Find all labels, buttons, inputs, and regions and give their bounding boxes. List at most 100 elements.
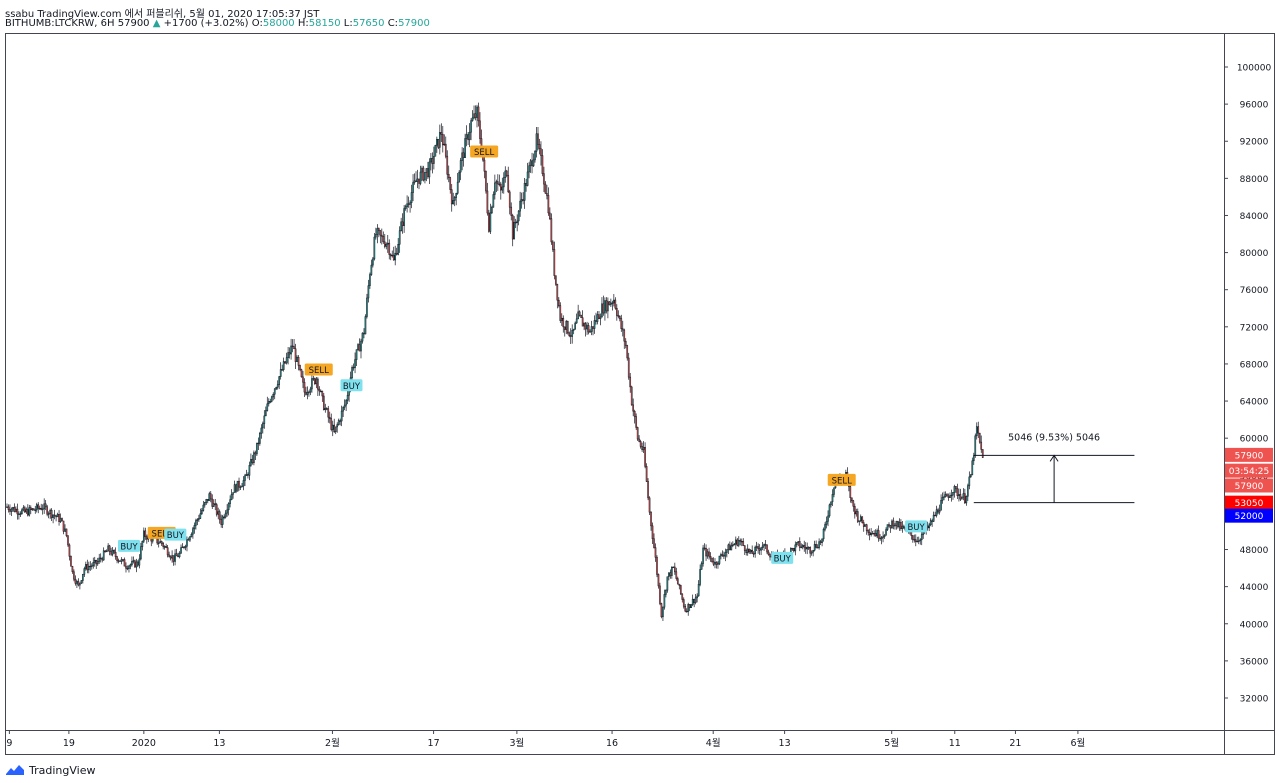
candle-body — [247, 474, 249, 476]
candle-body — [757, 546, 759, 549]
candle-body — [190, 533, 193, 538]
candle-body — [607, 301, 609, 312]
candle-body — [876, 530, 878, 537]
measure-tool: 5046 (9.53%) 5046 — [973, 432, 1135, 504]
candle-body — [580, 314, 582, 318]
open-value: 58000 — [262, 18, 295, 29]
candle-body — [888, 524, 890, 526]
candle-body — [965, 495, 968, 504]
candle-body — [41, 508, 44, 510]
candle-body — [416, 178, 419, 182]
candle-body — [679, 585, 682, 595]
candle-body — [611, 302, 614, 304]
candle-body — [198, 518, 200, 520]
candle-body — [337, 420, 340, 425]
x-tick-label: 13 — [213, 738, 225, 749]
candle-body — [193, 525, 196, 530]
candle-body — [517, 210, 520, 222]
buy-signal-badge — [340, 379, 363, 392]
candle-body — [138, 558, 141, 566]
candle-body — [49, 509, 51, 514]
time-axis[interactable]: 9 19 2020 13 2월 17 3월 16 4월 13 5월 11 21 6월 — [6, 730, 1085, 749]
candle-body — [178, 552, 181, 558]
candle-body — [520, 199, 523, 202]
candle-body — [108, 545, 111, 552]
candle-body — [880, 537, 883, 540]
candle-body — [302, 376, 304, 383]
price-tag-label: 57900 — [1235, 482, 1264, 492]
candle-body — [953, 486, 956, 493]
sell-signal-label: SELL — [152, 529, 173, 539]
candle-body — [818, 541, 820, 548]
candle-body — [476, 106, 478, 118]
candle-body — [696, 595, 698, 599]
candle-body — [221, 516, 224, 525]
candle-body — [46, 506, 48, 515]
candle-body — [120, 559, 123, 562]
candle-body — [806, 547, 809, 550]
candle-body — [502, 177, 505, 188]
candle-body — [706, 551, 709, 557]
y-tick-label: 80000 — [1240, 249, 1269, 259]
candle-body — [943, 496, 945, 498]
candle-body — [754, 546, 756, 554]
candle-body — [38, 507, 41, 510]
candle-body — [370, 264, 373, 275]
candle-body — [911, 535, 914, 540]
candle-body — [632, 404, 634, 412]
candle-body — [949, 495, 951, 498]
candle-body — [34, 509, 37, 511]
candle-body — [241, 485, 243, 488]
candle-body — [311, 378, 313, 390]
candle-body — [15, 508, 17, 512]
candle-body — [199, 513, 202, 519]
candle-body — [427, 168, 429, 178]
candle-body — [962, 493, 965, 498]
price-axis[interactable]: 3200036000400004400048000520005600060000… — [1224, 64, 1271, 705]
candle-body — [25, 509, 28, 513]
candle-body — [671, 566, 673, 576]
candle-body — [705, 548, 707, 557]
candle-body — [27, 509, 29, 516]
candle-body — [703, 547, 706, 549]
candle-body — [129, 564, 132, 567]
candle-body — [102, 550, 105, 561]
candle-body — [752, 553, 755, 555]
footer-brand[interactable]: TradingView — [5, 762, 95, 778]
candle-body — [978, 432, 981, 443]
candle-body — [940, 500, 942, 511]
candle-body — [208, 493, 211, 501]
candle-body — [196, 519, 199, 521]
candle-body — [556, 283, 559, 301]
candle-body — [306, 392, 309, 395]
candle-body — [626, 345, 629, 359]
candle-body — [398, 230, 401, 245]
x-tick-label: 11 — [949, 738, 961, 749]
candle-body — [828, 504, 831, 517]
candle-body — [412, 182, 414, 193]
candle-body — [245, 474, 248, 477]
candle-body — [401, 221, 404, 226]
candle-body — [558, 299, 560, 306]
candle-body — [761, 545, 764, 549]
candle-body — [421, 167, 423, 173]
candle-body — [192, 528, 194, 535]
candle-body — [672, 566, 675, 569]
candle-body — [546, 193, 548, 196]
symbol-label[interactable]: BITHUMB:LTCKRW, 6H — [5, 18, 115, 29]
candle-body — [267, 401, 270, 405]
y-tick-label: 92000 — [1240, 138, 1269, 148]
candle-body — [873, 532, 875, 535]
candle-body — [89, 565, 92, 568]
candle-body — [895, 520, 898, 526]
candle-body — [352, 366, 355, 369]
candle-body — [793, 548, 795, 552]
candle-body — [92, 562, 95, 567]
x-tick-label: 16 — [606, 738, 618, 749]
candle-body — [18, 513, 20, 515]
candle-body — [563, 326, 566, 330]
candle-body — [230, 493, 233, 500]
candle-body — [340, 410, 343, 422]
candle-body — [601, 303, 603, 318]
